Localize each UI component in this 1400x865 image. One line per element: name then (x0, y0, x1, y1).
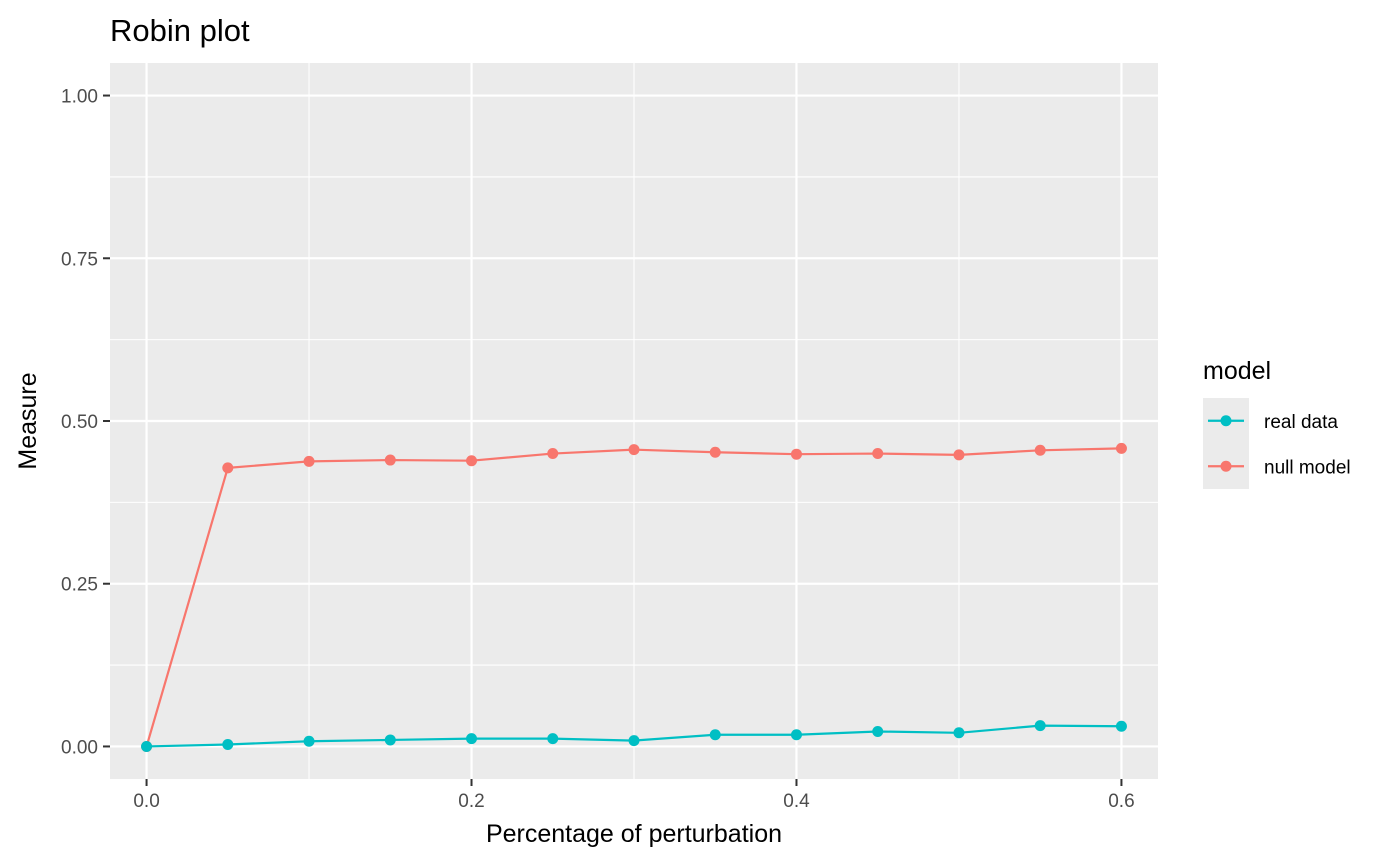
data-point-null-model (872, 448, 884, 460)
y-tick-label: 0.75 (61, 249, 98, 270)
data-point-real-data (547, 733, 559, 745)
data-point-null-model (628, 444, 640, 456)
x-axis-title: Percentage of perturbation (486, 820, 782, 848)
data-point-real-data (1115, 720, 1127, 732)
x-tick-label: 0.0 (133, 791, 159, 812)
data-point-real-data (628, 735, 640, 747)
data-point-real-data (466, 733, 478, 745)
data-point-real-data (872, 725, 884, 737)
data-point-null-model (466, 455, 478, 467)
legend-title: model (1203, 357, 1271, 385)
legend-label-null-model: null model (1264, 457, 1351, 478)
data-point-null-model (222, 462, 234, 474)
data-point-real-data (303, 735, 315, 747)
data-point-real-data (1034, 720, 1046, 732)
data-point-null-model (547, 448, 559, 460)
data-point-null-model (790, 448, 802, 460)
grid-layer (110, 63, 1158, 779)
y-tick-label: 0.50 (61, 412, 98, 433)
y-axis-title: Measure (14, 372, 42, 469)
legend-key-background (1203, 398, 1249, 489)
y-tick-label: 0.00 (61, 737, 98, 758)
x-tick-label: 0.2 (458, 791, 484, 812)
data-point-real-data (953, 727, 965, 739)
x-tick-label: 0.4 (783, 791, 810, 812)
data-point-null-model (953, 449, 965, 461)
y-tick-label: 1.00 (61, 87, 98, 108)
data-point-real-data (222, 739, 234, 751)
legend-items: real data null model (1208, 412, 1351, 478)
data-point-null-model (1034, 444, 1046, 456)
data-point-real-data (790, 729, 802, 741)
data-point-real-data (709, 729, 721, 741)
y-tick-label: 0.25 (61, 575, 98, 596)
axis-layer: 0.00 0.25 0.50 0.75 1.00 0.0 0.2 0.4 0.6 (61, 87, 1135, 812)
data-point-null-model (303, 455, 315, 467)
data-point-real-data (141, 740, 153, 752)
legend: model real data null model (1203, 357, 1351, 489)
legend-label-real-data: real data (1264, 412, 1338, 433)
legend-key-point-null-model (1220, 460, 1232, 472)
x-tick-label: 0.6 (1108, 791, 1134, 812)
data-point-null-model (709, 446, 721, 458)
legend-key-point-real-data (1220, 415, 1232, 427)
data-point-null-model (384, 454, 396, 466)
data-point-real-data (384, 734, 396, 746)
data-point-null-model (1115, 442, 1127, 454)
series-layer (141, 442, 1127, 752)
chart-title: Robin plot (110, 13, 250, 48)
